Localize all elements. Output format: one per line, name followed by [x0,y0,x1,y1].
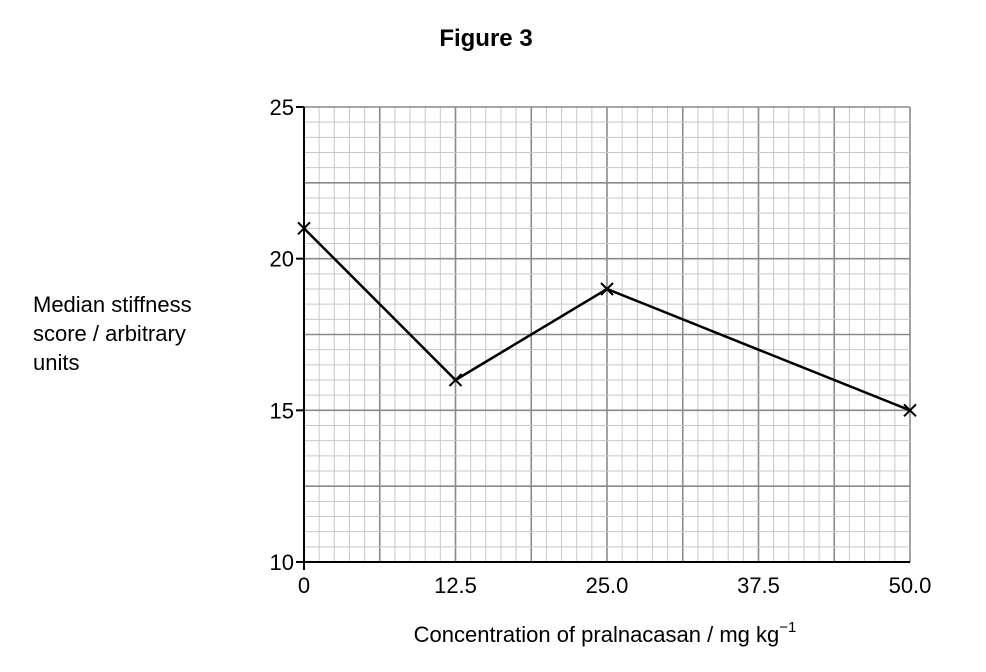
x-tick-label: 0 [298,573,310,598]
x-tick-label: 25.0 [586,573,629,598]
data-point-marker [903,403,917,418]
x-tick-label: 12.5 [434,573,477,598]
series-line [303,227,911,412]
y-tick-label: 20 [270,247,294,272]
x-axis-label: Concentration of pralnacasan / mg kg−1 [414,619,797,647]
x-axis-label-text: Concentration of pralnacasan / mg kg [414,622,780,647]
x-tick-label: 50.0 [889,573,932,598]
y-axis-label: Median stiffness score / arbitrary units [33,292,192,375]
data-point-marker [448,373,463,387]
y-axis-label-line: units [33,350,79,375]
series [297,221,917,418]
tick-labels: 10 15 20 25 0 12.5 25.0 37.5 50.0 [270,95,932,598]
y-tick-label: 15 [270,398,294,423]
y-axis-label-line: score / arbitrary [33,321,186,346]
data-point-marker [600,282,614,296]
grid [296,106,911,570]
x-tick-label: 37.5 [737,573,780,598]
chart-title: Figure 3 [439,25,532,52]
y-axis-label-line: Median stiffness [33,292,192,317]
y-tick-label: 25 [270,95,294,120]
x-axis-label-exponent: −1 [779,619,796,636]
data-point-marker [297,221,311,236]
y-tick-label: 10 [270,550,294,575]
